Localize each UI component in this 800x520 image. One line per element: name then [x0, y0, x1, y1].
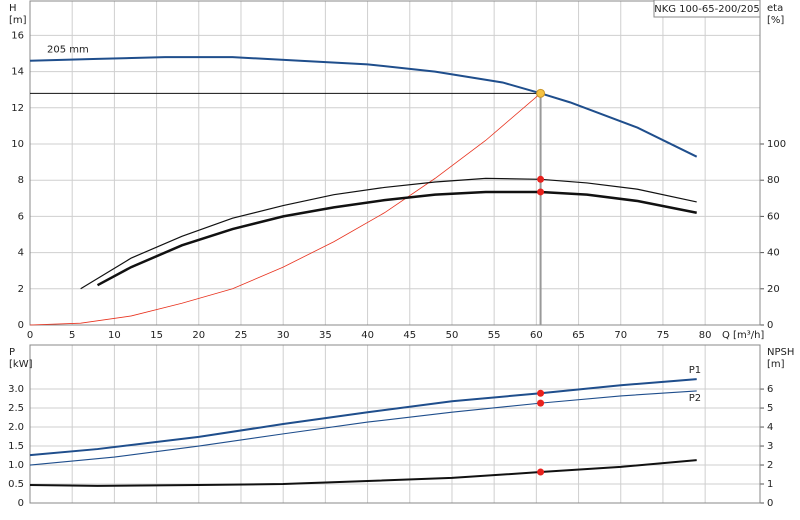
y2-tick-label: 20: [767, 284, 780, 295]
x-tick-label: 45: [403, 330, 416, 341]
marker: [537, 175, 545, 183]
curve: [29, 390, 697, 466]
y-tick-label: 0.5: [8, 479, 24, 490]
y2-tick-label: 0: [767, 320, 773, 331]
curve: [80, 177, 697, 290]
marker: [537, 399, 545, 407]
series-label: 205 mm: [47, 45, 89, 56]
y-tick-label: 2.0: [8, 422, 24, 433]
x-tick-label: 80: [699, 330, 712, 341]
x-tick-label: 5: [69, 330, 75, 341]
x-tick-label: 10: [108, 330, 121, 341]
title-box: [653, 0, 761, 18]
x-tick-label: 60: [530, 330, 543, 341]
x-tick-label: 70: [614, 330, 627, 341]
x-tick-label: 20: [192, 330, 205, 341]
x-tick-label: 35: [319, 330, 332, 341]
y2-tick-label: 5: [767, 403, 773, 414]
y2-tick-label: 6: [767, 384, 773, 395]
x-tick-label: 40: [361, 330, 374, 341]
plot-frame: [29, 344, 761, 504]
y-axis-label: H: [9, 3, 17, 14]
x-tick-label: 15: [150, 330, 163, 341]
curve: [29, 56, 698, 158]
y-tick-label: 0: [18, 320, 24, 331]
x-tick-label: 50: [446, 330, 459, 341]
x-tick-label: 0: [27, 330, 33, 341]
chart-title: NKG 100-65-200/205: [654, 4, 760, 15]
y-tick-label: 0: [18, 498, 24, 509]
y2-tick-label: 3: [767, 441, 773, 452]
y-tick-label: 2.5: [8, 403, 24, 414]
duty-point: [536, 88, 546, 98]
y2-axis-label: NPSH: [767, 347, 794, 358]
y-tick-label: 3.0: [8, 384, 24, 395]
x-tick-label: 25: [235, 330, 248, 341]
y2-tick-label: 2: [767, 460, 773, 471]
y-tick-label: 1.0: [8, 460, 24, 471]
x-tick-label: 55: [488, 330, 501, 341]
curve: [29, 459, 697, 487]
y-tick-label: 6: [18, 211, 24, 222]
curve: [29, 93, 541, 326]
y-tick-label: 16: [11, 30, 24, 41]
x-tick-label: 30: [277, 330, 290, 341]
series-label: P2: [689, 393, 701, 404]
y-tick-label: 12: [11, 103, 24, 114]
y2-tick-label: 4: [767, 422, 773, 433]
y-tick-label: 4: [18, 248, 24, 259]
y2-tick-label: 1: [767, 479, 773, 490]
x-tick-label: 75: [657, 330, 670, 341]
y-axis-unit: [kW]: [9, 359, 33, 370]
marker: [537, 188, 545, 196]
y2-axis-label: eta: [767, 3, 783, 14]
series-label: P1: [689, 365, 701, 376]
y2-tick-label: 60: [767, 211, 780, 222]
y-axis-unit: [m]: [9, 15, 27, 26]
y2-axis-unit: [%]: [767, 15, 784, 26]
y-tick-label: 2: [18, 284, 24, 295]
y-tick-label: 8: [18, 175, 24, 186]
y-tick-label: 10: [11, 139, 24, 150]
y-tick-label: 1.5: [8, 441, 24, 452]
marker: [537, 389, 545, 397]
y-tick-label: 14: [11, 67, 24, 78]
y2-tick-label: 40: [767, 248, 780, 259]
y2-tick-label: 100: [767, 139, 786, 150]
curve: [96, 190, 697, 287]
y-axis-label: P: [9, 347, 15, 358]
plot-frame: [29, 0, 761, 326]
x-tick-label: 65: [572, 330, 585, 341]
marker: [537, 468, 545, 476]
y2-tick-label: 0: [767, 498, 773, 509]
y2-axis-unit: [m]: [767, 359, 785, 370]
x-axis-label: Q [m³/h]: [722, 330, 764, 341]
y2-tick-label: 80: [767, 175, 780, 186]
curve: [29, 378, 697, 457]
